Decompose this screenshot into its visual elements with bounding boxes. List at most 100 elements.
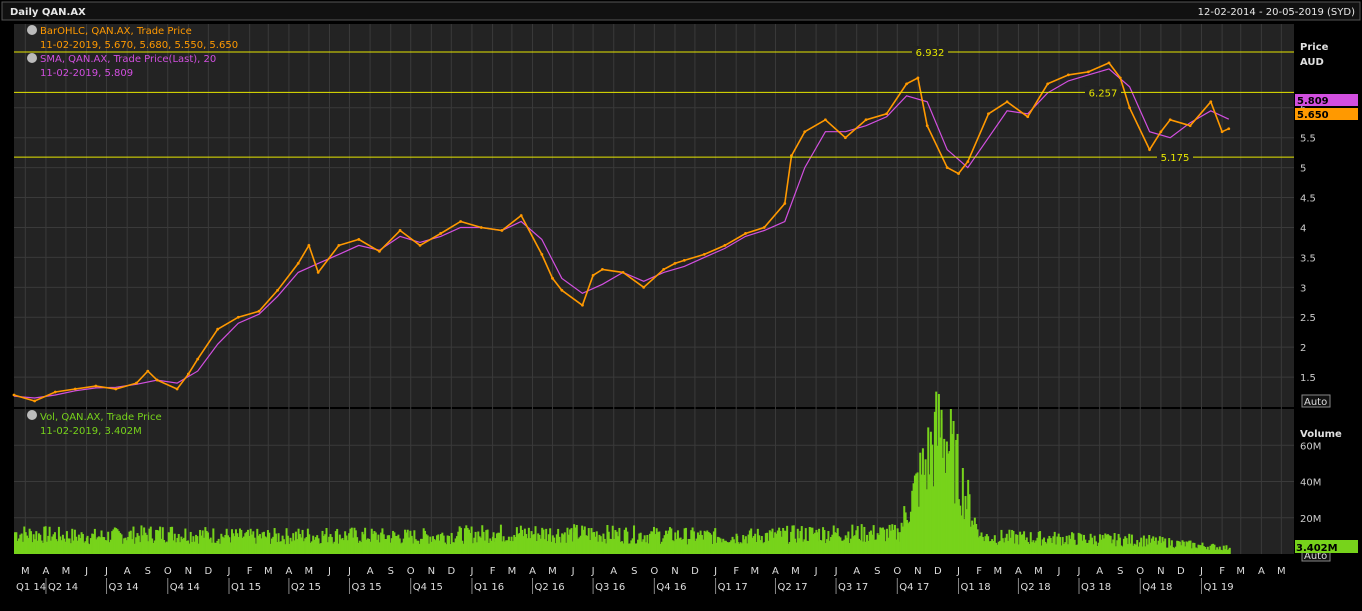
volume-bar: [346, 540, 349, 554]
volume-bar: [1015, 534, 1018, 554]
price-auto-button[interactable]: [1301, 394, 1331, 408]
volume-bar: [959, 505, 962, 554]
volume-bar: [1164, 538, 1167, 554]
volume-bar: [147, 541, 150, 554]
volume-bar: [101, 536, 104, 554]
volume-bar: [655, 528, 658, 554]
volume-bar: [758, 535, 761, 554]
volume-bar: [1056, 536, 1059, 554]
bar-legend-toggle-icon[interactable]: [27, 25, 37, 35]
price-point: [823, 118, 827, 122]
volume-bar: [304, 538, 307, 554]
volume-bar: [1165, 547, 1168, 554]
volume-bar: [406, 529, 409, 554]
quarter-tick-label: Q2 14: [48, 582, 78, 593]
volume-bar: [674, 532, 677, 554]
volume-bar: [917, 506, 920, 554]
volume-bar: [904, 512, 907, 554]
volume-bar: [579, 535, 582, 554]
volume-bar: [1092, 544, 1095, 554]
volume-bar: [276, 542, 279, 554]
price-point: [790, 154, 793, 158]
volume-bar: [1012, 531, 1015, 554]
price-point: [316, 270, 320, 274]
volume-bar: [843, 539, 846, 554]
volume-bar: [224, 535, 227, 554]
volume-bar: [852, 536, 855, 554]
vol-legend-toggle-icon[interactable]: [27, 410, 37, 420]
volume-bar: [1108, 535, 1111, 554]
volume-bar: [183, 537, 186, 554]
volume-bar: [322, 535, 325, 554]
volume-bar: [519, 525, 522, 554]
volume-bar: [723, 540, 726, 554]
volume-bar: [806, 540, 809, 554]
volume-bar: [137, 535, 140, 554]
volume-bar: [764, 533, 767, 554]
volume-bar: [1156, 544, 1159, 554]
volume-bar: [380, 532, 383, 554]
volume-bar: [365, 539, 368, 554]
volume-bar: [400, 543, 403, 554]
volume-bar: [533, 534, 536, 554]
month-tick-label: A: [1258, 566, 1265, 577]
volume-bar: [35, 531, 38, 554]
volume-bar: [591, 532, 594, 554]
volume-bar: [104, 540, 107, 554]
volume-bar: [32, 534, 35, 554]
volume-bar: [779, 530, 782, 554]
volume-bar: [653, 526, 656, 554]
volume-bar: [514, 537, 517, 554]
volume-bar: [515, 527, 518, 554]
volume-bar: [776, 530, 779, 554]
volume-bar: [250, 534, 253, 554]
volume-bar: [961, 467, 964, 554]
volume-bar: [553, 537, 556, 554]
volume-bar: [905, 519, 908, 554]
price-point: [33, 399, 37, 403]
volume-bar: [145, 534, 148, 554]
month-tick-label: J: [227, 566, 231, 577]
volume-bar: [831, 534, 834, 554]
volume-bar: [788, 541, 791, 554]
month-tick-label: A: [124, 566, 131, 577]
volume-bar: [152, 543, 155, 554]
volume-bar: [571, 541, 574, 554]
volume-bar: [160, 538, 163, 554]
volume-bar: [84, 541, 87, 554]
sma-legend-toggle-icon[interactable]: [27, 53, 37, 63]
volume-bar: [879, 527, 882, 554]
volume-bar: [868, 531, 871, 554]
volume-bar: [1186, 542, 1189, 554]
price-point: [702, 252, 706, 256]
volume-bar: [762, 543, 765, 554]
month-tick-label: A: [772, 566, 779, 577]
volume-bar: [195, 534, 198, 554]
volume-bar: [558, 536, 561, 554]
volume-bar: [660, 541, 663, 554]
volume-bar: [822, 527, 825, 554]
volume-bar: [968, 494, 971, 554]
volume-bar: [296, 539, 299, 554]
volume-bar: [738, 543, 741, 554]
volume-bar: [1208, 549, 1211, 554]
volume-bar: [373, 531, 376, 554]
volume-bar: [20, 533, 23, 554]
volume-bar: [91, 533, 94, 554]
price-axis-title: Price: [1300, 42, 1329, 53]
volume-bar: [1068, 535, 1071, 554]
volume-bar: [326, 542, 329, 554]
volume-bar: [889, 530, 892, 554]
price-point: [155, 378, 159, 382]
volume-bar: [470, 526, 473, 554]
volume-bar: [366, 538, 369, 554]
month-tick-label: A: [610, 566, 617, 577]
month-tick-label: J: [1077, 566, 1081, 577]
month-tick-label: J: [347, 566, 351, 577]
price-point: [135, 381, 138, 385]
volume-bar: [334, 531, 337, 554]
volume-bar: [1043, 537, 1046, 554]
volume-bar: [935, 391, 938, 554]
volume-bar: [31, 542, 34, 554]
volume-bar: [320, 543, 323, 554]
